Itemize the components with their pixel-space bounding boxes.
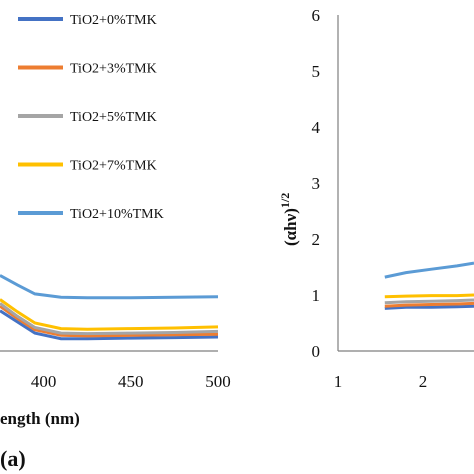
legend-label-1: TiO2+3%TMK [70,62,157,77]
left-series-lines [0,274,219,341]
left-x-tick-label: 450 [118,372,144,391]
right-y-tick-label: 6 [312,6,321,25]
right-y-axis-label-base: (αhν) [281,208,300,246]
panel-label-a: (a) [0,446,26,471]
left-series-line-1 [0,304,219,338]
right-y-tick-label: 4 [312,118,321,137]
right-y-tick-label: 3 [312,174,321,193]
legend-label-0: TiO2+0%TMK [70,13,157,28]
legend-label-2: TiO2+5%TMK [70,110,157,125]
right-y-tick-label: 2 [312,230,321,249]
right-y-tick-label: 5 [312,62,321,81]
right-series-line-2 [384,298,474,305]
left-series-line-2 [0,302,219,336]
legend-label-4: TiO2+10%TMK [70,207,164,222]
legend-label-3: TiO2+7%TMK [70,159,157,174]
left-x-tick-labels: 400 450 500 [31,372,231,391]
right-y-tick-labels: 0 1 2 3 4 5 6 [312,6,321,361]
left-x-tick-label: 400 [31,372,57,391]
right-x-tick-label: 2 [419,372,428,391]
left-series-line-0 [0,309,219,341]
left-series-line-3 [0,298,219,331]
right-y-tick-label: 1 [312,286,321,305]
left-x-axis-label: ength (nm) [0,409,80,428]
right-x-tick-label: 1 [334,372,343,391]
left-series-line-4 [0,274,219,300]
right-series-line-3 [384,293,474,299]
right-series-line-1 [384,301,474,308]
right-y-axis-label: (αhν)1/2 [278,193,300,246]
right-y-axis-label-exponent: 1/2 [278,193,292,208]
right-series-line-4 [384,261,474,279]
legend: TiO2+0%TMK TiO2+3%TMK TiO2+5%TMK TiO2+7%TMK… [18,13,164,222]
right-series-line-0 [384,304,474,310]
left-x-tick-label: 500 [205,372,231,391]
right-series-lines [384,261,474,310]
right-y-tick-label: 0 [312,342,321,361]
left-chart-panel: 400 450 500 ength (nm) (a) TiO2+0%TMKTiO2+… [0,13,231,471]
